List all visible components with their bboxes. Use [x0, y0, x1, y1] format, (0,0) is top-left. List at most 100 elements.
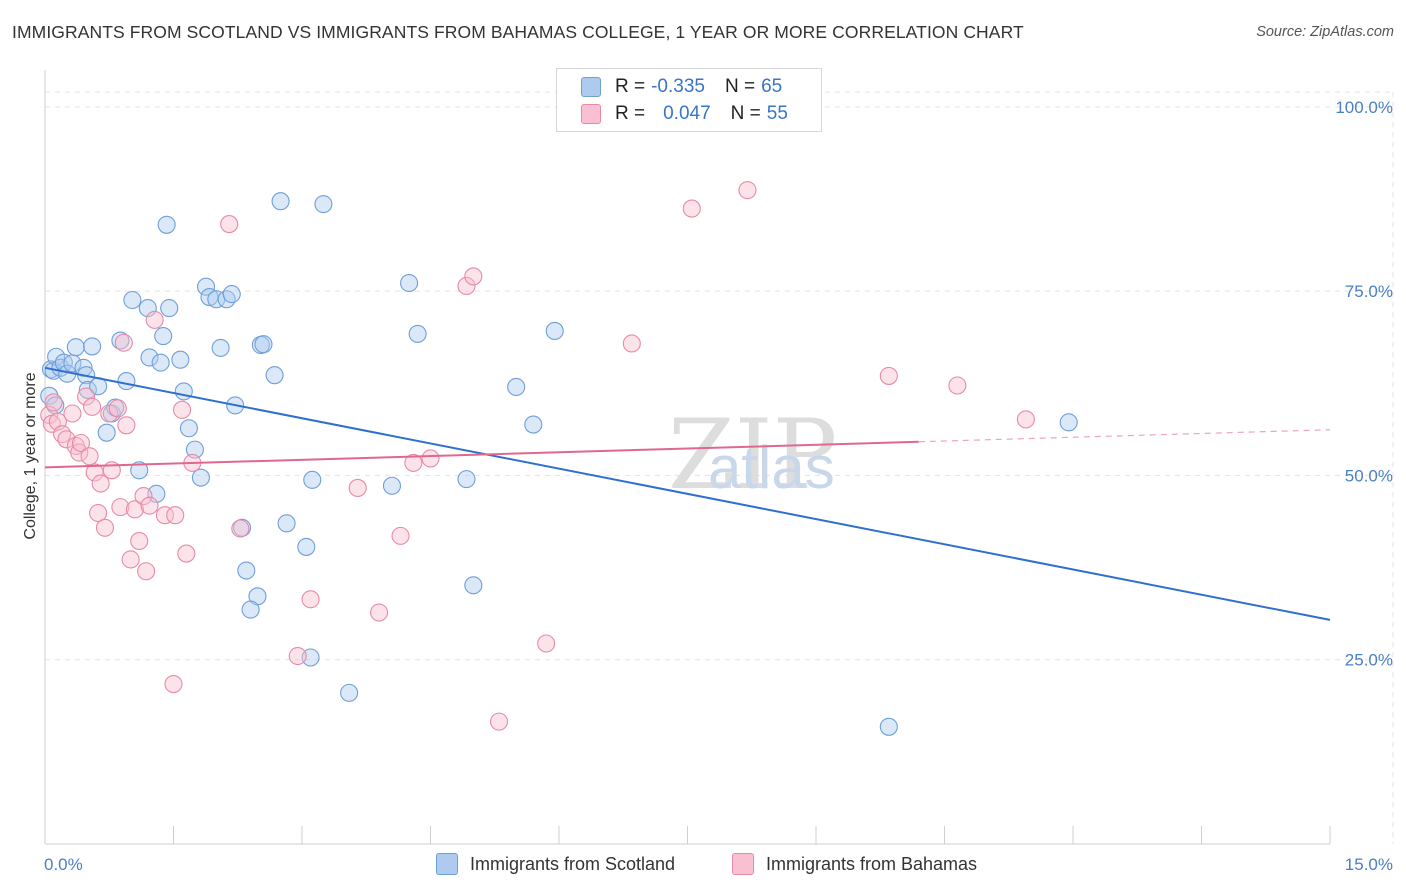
bahamas-point-26 — [134, 487, 153, 506]
scotland-trend-line — [44, 366, 1331, 621]
scotland-point-62 — [545, 321, 564, 340]
y-tick-label-1: 50.0% — [1345, 466, 1393, 485]
bahamas-point-10 — [77, 387, 96, 406]
n-value-scotland: 65 — [761, 76, 783, 97]
legend-row-bahamas: R = 0.047 N = 55 — [581, 101, 788, 127]
bahamas-point-21 — [114, 333, 133, 352]
bahamas-point-47 — [489, 712, 509, 731]
scotland-point-34 — [197, 277, 216, 296]
bahamas-point-24 — [125, 500, 144, 519]
scotland-point-32 — [185, 440, 204, 459]
bahamas-point-9 — [71, 433, 91, 453]
bahamas-point-38 — [288, 646, 307, 666]
scotland-point-29 — [171, 350, 190, 369]
scotland-point-58 — [457, 470, 476, 489]
scotland-point-39 — [222, 285, 241, 304]
n-label: N = — [724, 76, 756, 97]
scotland-point-56 — [400, 273, 419, 293]
scotland-swatch-icon — [581, 77, 601, 97]
bahamas-point-23 — [121, 550, 140, 569]
x-tick-max: 15.0% — [1345, 855, 1393, 874]
scotland-point-47 — [265, 366, 284, 385]
bahamas-point-45 — [457, 276, 476, 296]
scotland-point-21 — [130, 461, 149, 480]
scotland-legend-label: Immigrants from Scotland — [470, 853, 676, 874]
scotland-point-23 — [140, 348, 159, 367]
watermark-zip: ZIP — [668, 399, 837, 511]
bahamas-point-33 — [173, 400, 192, 419]
bottom-legend-scotland: Immigrants from Scotland — [436, 852, 675, 876]
chart-title: IMMIGRANTS FROM SCOTLAND VS IMMIGRANTS F… — [12, 22, 1024, 42]
bahamas-point-52 — [879, 366, 898, 385]
x-tick-min: 0.0% — [44, 855, 83, 874]
scotland-point-38 — [217, 290, 236, 309]
bahamas-point-5 — [57, 430, 76, 449]
bahamas-trend-line — [44, 440, 919, 469]
scotland-point-55 — [382, 476, 402, 495]
scotland-point-20 — [123, 290, 142, 310]
scotland-point-59 — [464, 576, 483, 595]
bahamas-point-19 — [108, 399, 127, 418]
bahamas-point-27 — [137, 562, 156, 581]
bahamas-point-36 — [220, 215, 239, 234]
scotland-point-64 — [1059, 413, 1078, 432]
scotland-point-15 — [97, 423, 116, 442]
bahamas-point-2 — [44, 393, 63, 412]
bahamas-point-11 — [80, 447, 99, 466]
scotland-point-28 — [160, 299, 179, 318]
scotland-point-46 — [254, 335, 273, 354]
bahamas-point-50 — [682, 199, 701, 218]
scotland-point-9 — [66, 338, 85, 357]
scotland-point-30 — [174, 382, 193, 401]
scotland-point-31 — [179, 419, 198, 438]
scotland-point-63 — [879, 717, 898, 736]
r-value-scotland: -0.335 — [651, 76, 705, 97]
scotland-point-13 — [83, 337, 102, 356]
y-tick-label-3: 100.0% — [1335, 98, 1393, 117]
scotland-point-60 — [507, 377, 526, 397]
bahamas-point-49 — [622, 334, 641, 353]
bahamas-point-46 — [464, 267, 483, 286]
scotland-point-61 — [524, 415, 543, 434]
scotland-point-27 — [157, 215, 176, 234]
bahamas-point-41 — [370, 603, 389, 622]
bahamas-point-34 — [177, 544, 196, 563]
scotland-point-53 — [314, 195, 333, 214]
bahamas-point-15 — [91, 474, 110, 493]
scotland-point-26 — [154, 327, 173, 346]
bahamas-point-48 — [537, 634, 556, 653]
scotland-point-18 — [111, 331, 130, 350]
bahamas-point-30 — [155, 506, 174, 525]
stats-legend: R = -0.335 N = 65 R = 0.047 N = 55 — [556, 68, 822, 132]
bahamas-points — [40, 181, 1035, 731]
bahamas-point-25 — [130, 531, 149, 551]
r-value-bahamas: 0.047 — [663, 103, 711, 124]
scotland-points — [40, 192, 1078, 736]
bahamas-legend-label: Immigrants from Bahamas — [766, 853, 978, 874]
bahamas-point-28 — [140, 496, 159, 515]
legend-row-scotland: R = -0.335 N = 65 — [581, 74, 782, 100]
y-axis-label: College, 1 year or more — [22, 372, 39, 539]
scotland-point-41 — [232, 518, 252, 537]
r-label: R = — [615, 103, 646, 124]
bahamas-point-37 — [231, 519, 250, 538]
bottom-legend-bahamas: Immigrants from Bahamas — [732, 852, 977, 876]
scotland-point-12 — [78, 380, 97, 399]
bahamas-point-54 — [1016, 410, 1035, 429]
bahamas-point-31 — [164, 674, 183, 694]
r-label: R = — [615, 76, 646, 97]
bahamas-point-29 — [145, 310, 164, 329]
bahamas-point-20 — [111, 498, 130, 517]
bahamas-trend-extension — [918, 429, 1331, 443]
axes — [44, 70, 1331, 845]
bahamas-point-42 — [391, 526, 410, 545]
scotland-point-33 — [191, 468, 210, 487]
n-value-bahamas: 55 — [766, 103, 788, 124]
scotland-point-44 — [241, 600, 260, 619]
bahamas-point-6 — [63, 404, 82, 423]
scotland-point-54 — [340, 683, 359, 702]
scotland-point-49 — [277, 514, 296, 533]
bahamas-point-44 — [421, 449, 440, 468]
trend-lines — [44, 366, 1331, 621]
